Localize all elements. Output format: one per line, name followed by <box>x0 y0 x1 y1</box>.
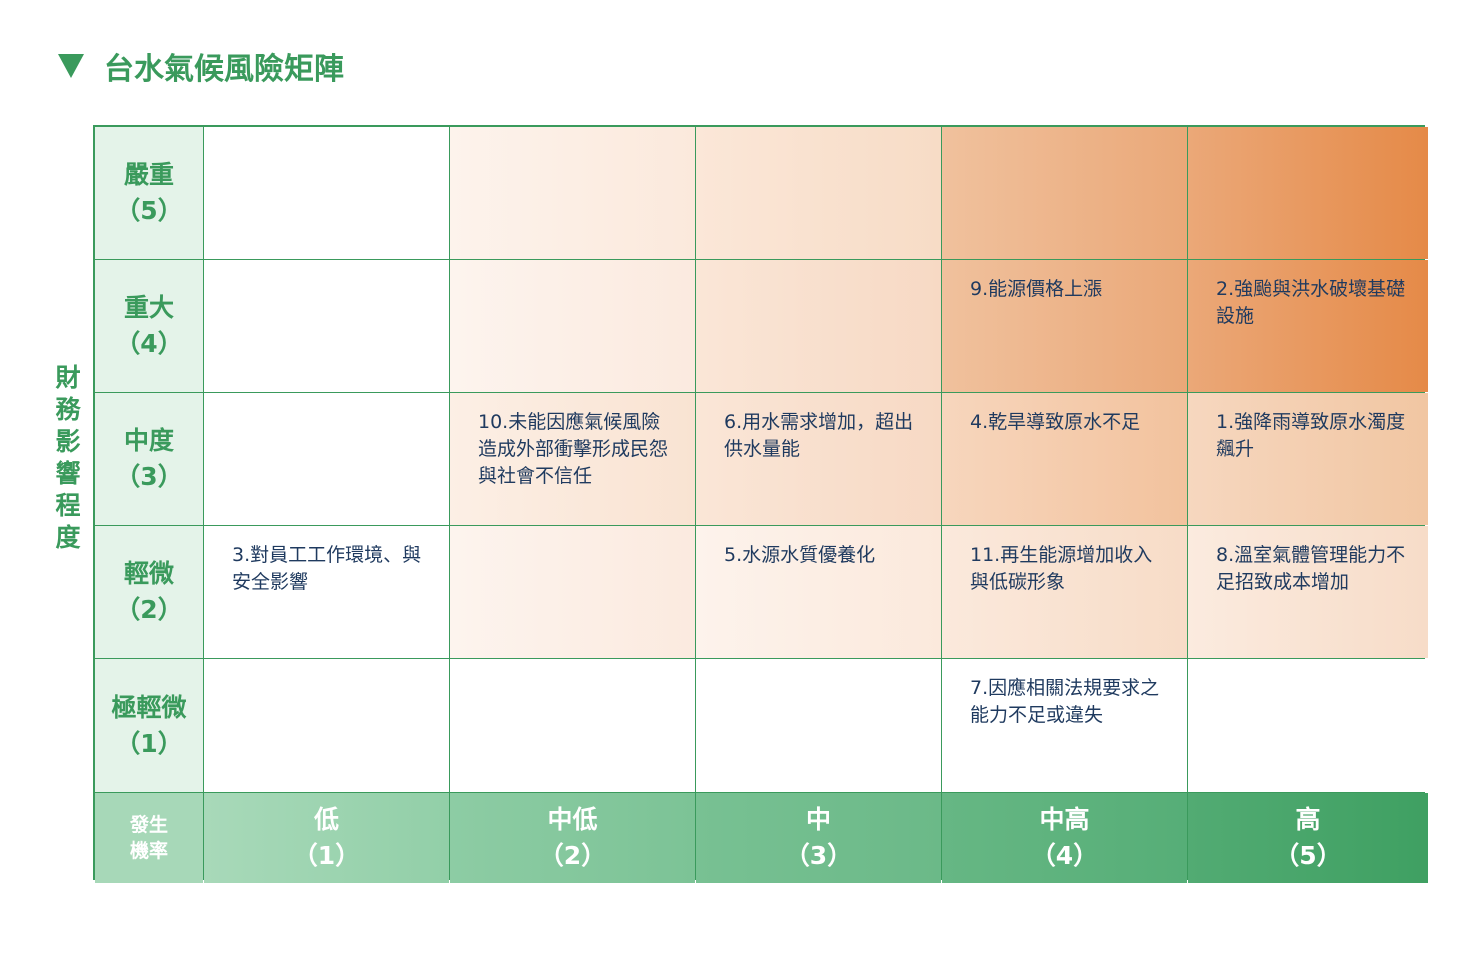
cell-r4-c1 <box>204 260 449 392</box>
cell-r2-c4: 11.再生能源增加收入與低碳形象 <box>942 526 1187 658</box>
row-header-1: 極輕微 （1） <box>95 659 203 792</box>
page-title: 台水氣候風險矩陣 <box>58 44 344 88</box>
risk-matrix: 嚴重 （5） 重大 （4） 9.能源價格上漲 2.強颱與洪水破壞基礎設施 中度 （3）… <box>93 125 1428 883</box>
cell-r2-c1: 3.對員工工作環境、與安全影響 <box>204 526 449 658</box>
cell-r3-c4: 4.乾旱導致原水不足 <box>942 393 1187 525</box>
cell-r3-c3: 6.用水需求增加，超出供水量能 <box>696 393 941 525</box>
col-header-4: 中高 （4） <box>942 793 1187 883</box>
cell-r1-c3 <box>696 659 941 792</box>
cell-r4-c3 <box>696 260 941 392</box>
cell-r4-c2 <box>450 260 695 392</box>
cell-r2-c3: 5.水源水質優養化 <box>696 526 941 658</box>
cell-r3-c1 <box>204 393 449 525</box>
cell-r2-c2 <box>450 526 695 658</box>
cell-r1-c2 <box>450 659 695 792</box>
cell-r5-c4 <box>942 127 1187 259</box>
cell-r5-c1 <box>204 127 449 259</box>
y-axis-label: 財務影響程度 <box>55 363 81 552</box>
cell-r5-c5 <box>1188 127 1428 259</box>
col-header-2: 中低 （2） <box>450 793 695 883</box>
page-title-text: 台水氣候風險矩陣 <box>104 52 344 87</box>
cell-r5-c3 <box>696 127 941 259</box>
row-header-5: 嚴重 （5） <box>95 127 203 259</box>
cell-r3-c2: 10.未能因應氣候風險造成外部衝擊形成民怨與社會不信任 <box>450 393 695 525</box>
col-header-3: 中（3） <box>696 793 941 883</box>
col-header-1: 低（1） <box>204 793 449 883</box>
row-header-3: 中度 （3） <box>95 393 203 525</box>
cell-r4-c4: 9.能源價格上漲 <box>942 260 1187 392</box>
col-header-5: 高（5） <box>1188 793 1428 883</box>
row-header-2: 輕微 （2） <box>95 526 203 658</box>
cell-r1-c1 <box>204 659 449 792</box>
triangle-down-icon <box>58 54 84 78</box>
corner-header: 發生 機率 <box>95 793 203 883</box>
cell-r4-c5: 2.強颱與洪水破壞基礎設施 <box>1188 260 1428 392</box>
cell-r3-c5: 1.強降雨導致原水濁度飆升 <box>1188 393 1428 525</box>
row-header-4: 重大 （4） <box>95 260 203 392</box>
cell-r1-c5 <box>1188 659 1428 792</box>
cell-r1-c4: 7.因應相關法規要求之能力不足或違失 <box>942 659 1187 792</box>
cell-r5-c2 <box>450 127 695 259</box>
cell-r2-c5: 8.溫室氣體管理能力不足招致成本增加 <box>1188 526 1428 658</box>
